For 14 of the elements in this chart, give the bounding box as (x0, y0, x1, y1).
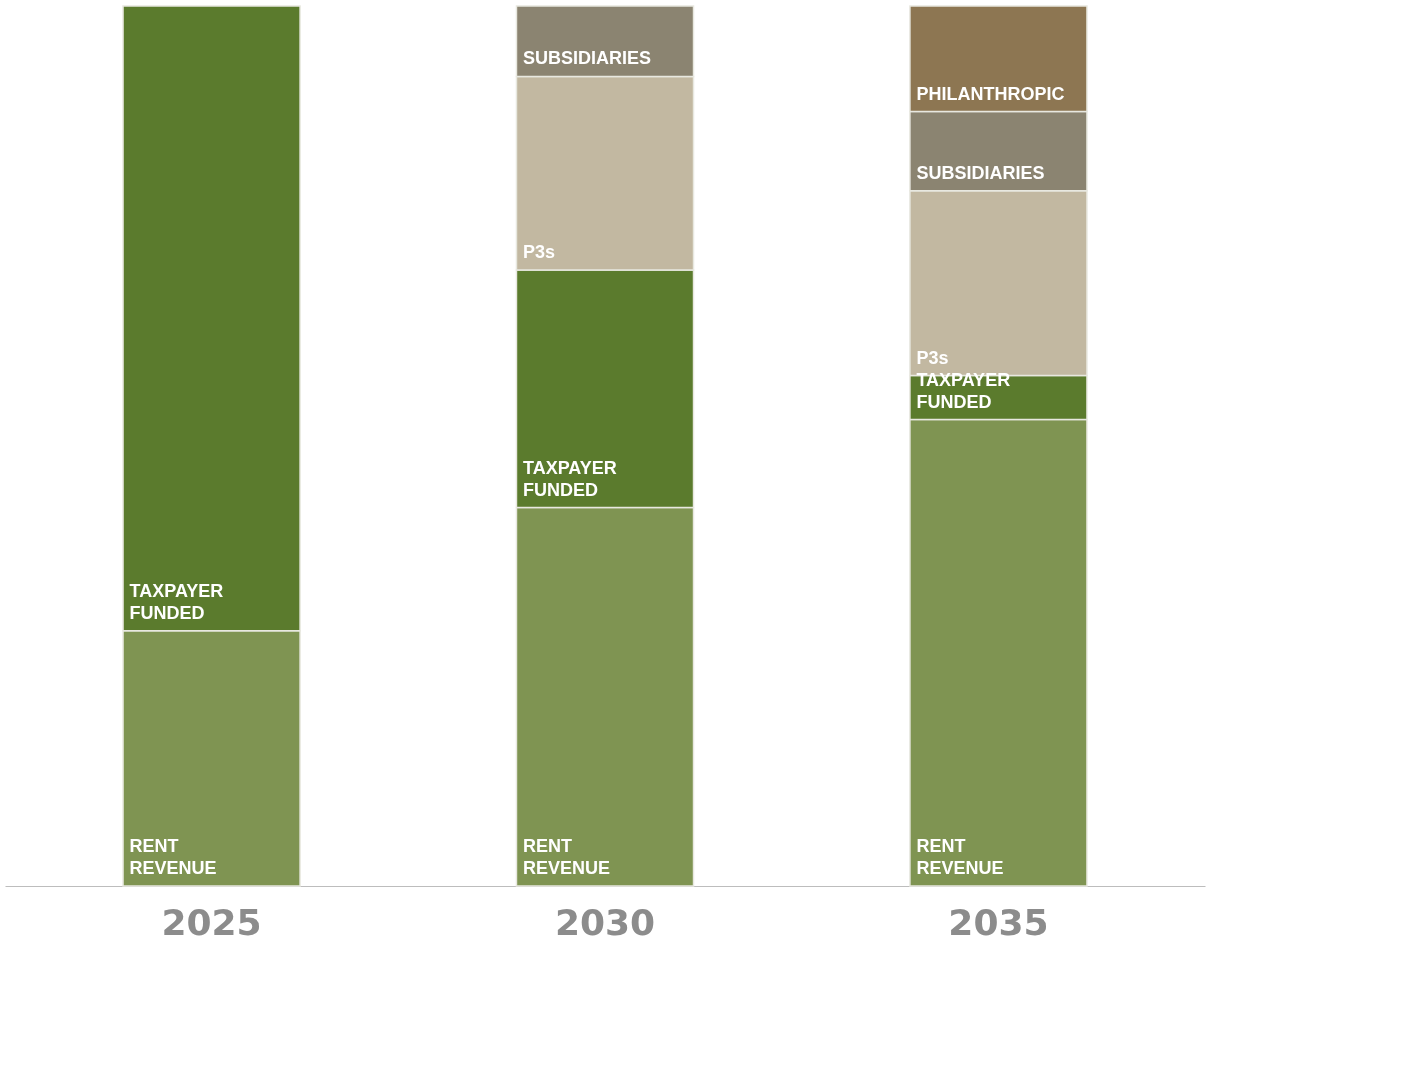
series-label: TAXPAYER FUNDED (916, 369, 1011, 412)
text: TAXPAYER FUNDED (129, 580, 224, 623)
text: P3s (916, 347, 949, 368)
x-tick-label: 2030 (554, 901, 656, 943)
series-label: SUBSIDIARIES (523, 48, 652, 69)
series-label: P3s (523, 242, 556, 262)
series-label: RENT REVENUE (523, 836, 611, 878)
text: TAXPAYER FUNDED (523, 457, 617, 500)
text: RENT REVENUE (129, 836, 217, 878)
series-label: PHILANTHROPIC (916, 83, 1065, 104)
text: SUBSIDIARIES (916, 162, 1045, 183)
text: RENT REVENUE (916, 836, 1004, 878)
x-tick-label: 2035 (948, 901, 1049, 943)
x-tick-label: 2025 (161, 901, 262, 943)
